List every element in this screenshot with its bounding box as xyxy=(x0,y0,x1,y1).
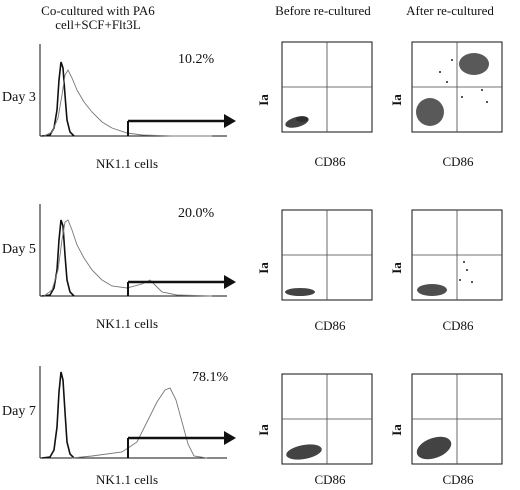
header-after: After re-cultured xyxy=(406,3,494,18)
histogram-panel xyxy=(39,44,236,137)
scatter-y-label: Ia xyxy=(255,262,271,274)
header-before: Before re-cultured xyxy=(275,3,371,18)
scatter-y-label: Ia xyxy=(255,94,271,106)
scatter-x-label: CD86 xyxy=(314,472,346,487)
histogram-panel xyxy=(39,204,236,297)
sample-histogram-line xyxy=(71,387,208,459)
gate-arrow xyxy=(127,275,236,296)
scatter-x-label: CD86 xyxy=(442,154,474,169)
day-label: Day 5 xyxy=(2,242,36,257)
scatter-x-label: CD86 xyxy=(314,318,346,333)
scatter-x-label: CD86 xyxy=(442,472,474,487)
scatter-before xyxy=(281,373,373,465)
day-label: Day 7 xyxy=(2,404,36,419)
scatter-y-label: Ia xyxy=(388,262,404,274)
scatter-x-label: CD86 xyxy=(314,154,346,169)
gate-arrow xyxy=(127,114,236,136)
scatter-after xyxy=(411,41,503,133)
scatter-y-label: Ia xyxy=(388,94,404,106)
histogram-x-label: NK1.1 cells xyxy=(95,472,159,487)
gate-arrow xyxy=(127,431,236,458)
scatter-before xyxy=(281,41,373,133)
scatter-y-label: Ia xyxy=(388,424,404,436)
sample-histogram-line xyxy=(43,69,212,137)
gate-percent: 20.0% xyxy=(178,206,215,221)
histogram-x-label: NK1.1 cells xyxy=(95,316,159,331)
header-cocultured: Co-cultured with PA6 cell+SCF+Flt3L xyxy=(41,3,155,32)
control-histogram-line xyxy=(41,219,75,297)
scatter-after xyxy=(411,373,503,465)
histogram-axes xyxy=(39,366,227,459)
sample-histogram-line xyxy=(43,219,213,297)
histogram-axes xyxy=(39,204,227,297)
scatter-x-label: CD86 xyxy=(442,318,474,333)
scatter-before xyxy=(281,209,373,301)
gate-percent: 78.1% xyxy=(192,370,229,385)
histogram-panel xyxy=(39,366,236,459)
scatter-y-label: Ia xyxy=(255,424,271,436)
day-label: Day 3 xyxy=(2,90,36,105)
histogram-x-label: NK1.1 cells xyxy=(95,156,159,171)
control-histogram-line xyxy=(41,371,75,459)
scatter-after xyxy=(411,209,503,301)
gate-percent: 10.2% xyxy=(178,52,215,67)
